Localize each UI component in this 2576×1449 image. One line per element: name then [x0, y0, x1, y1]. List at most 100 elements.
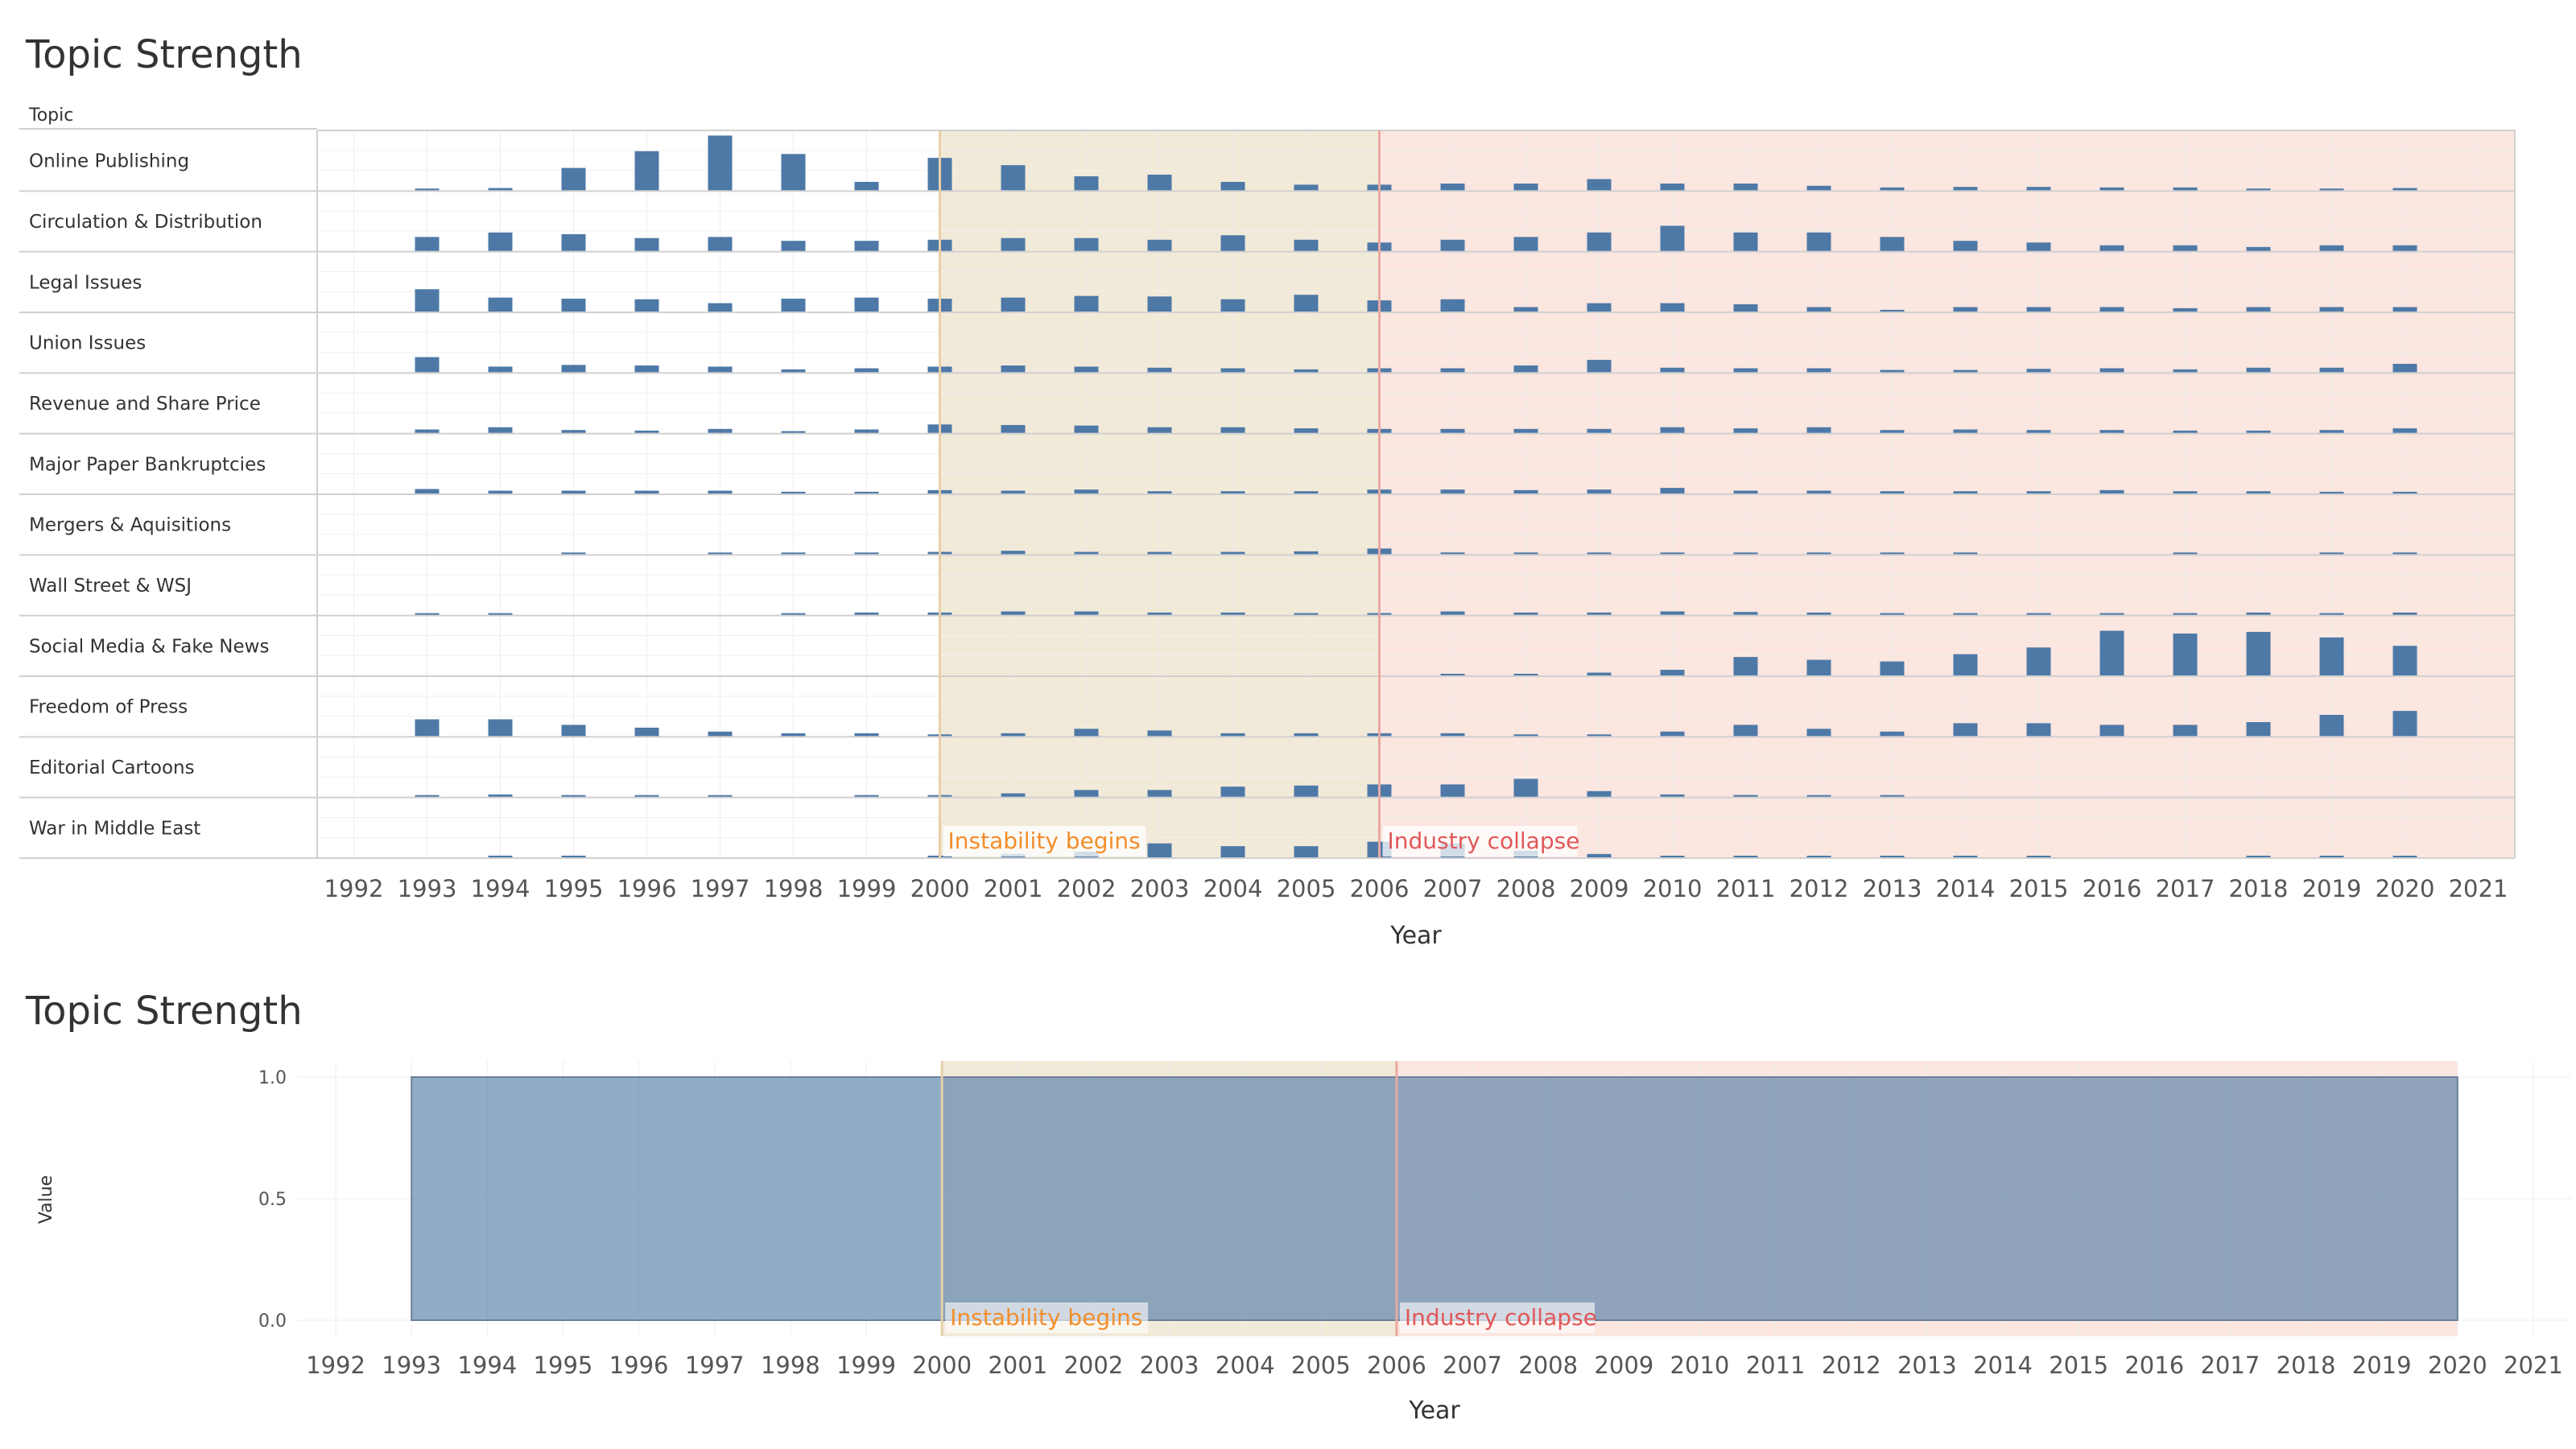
- top-chart-title: Topic Strength: [26, 32, 303, 77]
- bar: [2026, 613, 2051, 615]
- bar: [2319, 714, 2344, 737]
- bar: [1733, 428, 1758, 433]
- bar: [2392, 856, 2417, 857]
- x-tick-label: 1996: [609, 1352, 669, 1379]
- bar: [2026, 242, 2051, 251]
- bar: [561, 430, 586, 433]
- bar: [1440, 611, 1465, 615]
- bar: [1220, 181, 1245, 191]
- bar: [2099, 307, 2124, 312]
- bar: [1733, 184, 1758, 191]
- x-tick-label: 2014: [1936, 875, 1996, 902]
- bar: [1294, 551, 1319, 555]
- bar: [1587, 489, 1612, 493]
- bar: [1147, 612, 1172, 615]
- x-tick-label: 2021: [2449, 875, 2508, 902]
- bar: [1147, 174, 1172, 191]
- bar: [561, 490, 586, 493]
- bar: [1806, 307, 1831, 312]
- bar: [1147, 491, 1172, 493]
- bar: [1587, 179, 1612, 191]
- x-tick-label: 2006: [1367, 1352, 1426, 1379]
- bar: [1220, 235, 1245, 251]
- bar: [1074, 611, 1099, 615]
- bar: [1953, 429, 1978, 433]
- bar: [1147, 790, 1172, 797]
- bar: [1660, 552, 1685, 555]
- bar: [1733, 552, 1758, 555]
- bar: [415, 289, 440, 312]
- bar: [1513, 489, 1538, 493]
- topic-label: Revenue and Share Price: [29, 394, 261, 415]
- bar: [1880, 237, 1905, 251]
- bar: [1587, 791, 1612, 797]
- bar: [1880, 795, 1905, 797]
- x-tick-label: 2011: [1746, 1352, 1806, 1379]
- bar: [2246, 491, 2271, 493]
- bar: [1733, 490, 1758, 493]
- bar: [708, 731, 733, 737]
- bar: [781, 241, 806, 251]
- bar: [1806, 856, 1831, 857]
- bar: [854, 491, 879, 493]
- bar: [1001, 490, 1026, 493]
- bar: [2173, 187, 2198, 191]
- bar: [1220, 427, 1245, 433]
- x-tick-label: 2010: [1643, 875, 1703, 902]
- bar: [1733, 232, 1758, 251]
- bar: [2246, 631, 2271, 675]
- x-tick-label: 2007: [1443, 1352, 1502, 1379]
- bar: [1806, 612, 1831, 615]
- bar: [1733, 795, 1758, 797]
- bar: [781, 552, 806, 555]
- bar: [1147, 427, 1172, 433]
- bar: [1513, 552, 1538, 555]
- x-tick-label: 2017: [2200, 1352, 2260, 1379]
- bar: [561, 552, 586, 555]
- collapse-label: Industry collapse: [1388, 828, 1580, 854]
- bar: [1220, 786, 1245, 797]
- bar: [1953, 187, 1978, 191]
- bar: [1513, 237, 1538, 251]
- bar: [2319, 188, 2344, 191]
- bar: [2246, 307, 2271, 312]
- bar: [634, 490, 659, 493]
- bar: [488, 794, 513, 797]
- bar: [2392, 552, 2417, 555]
- bar: [1806, 795, 1831, 797]
- bar: [1806, 368, 1831, 373]
- bar: [1587, 552, 1612, 555]
- bar: [1660, 225, 1685, 251]
- x-tick-label: 1994: [457, 1352, 517, 1379]
- topic-label: Circulation & Distribution: [29, 212, 262, 233]
- bar: [1294, 239, 1319, 251]
- bar: [1001, 793, 1026, 797]
- instability-label: Instability begins: [950, 1304, 1142, 1331]
- bar: [1440, 552, 1465, 555]
- bar: [488, 232, 513, 251]
- bar: [2173, 634, 2198, 675]
- bar: [708, 795, 733, 797]
- bar: [1147, 843, 1172, 857]
- bar: [1440, 489, 1465, 493]
- bar: [1440, 239, 1465, 251]
- x-tick-label: 1995: [544, 875, 604, 902]
- bar: [2026, 723, 2051, 737]
- instability-label-bg: [945, 1302, 1149, 1333]
- x-tick-label: 1997: [685, 1352, 745, 1379]
- bar: [1660, 731, 1685, 737]
- bottom-chart-title: Topic Strength: [26, 989, 303, 1034]
- bar: [1660, 427, 1685, 433]
- bar: [634, 299, 659, 312]
- bar: [2319, 367, 2344, 373]
- x-tick-label: 2004: [1203, 875, 1263, 902]
- x-tick-label: 2001: [984, 875, 1043, 902]
- bar: [2319, 245, 2344, 251]
- bar: [2319, 552, 2344, 555]
- bar: [1294, 846, 1319, 857]
- bar: [2246, 430, 2271, 433]
- x-tick-label: 1996: [617, 875, 677, 902]
- bar: [2319, 637, 2344, 675]
- x-tick-label: 1995: [534, 1352, 593, 1379]
- bar: [1660, 184, 1685, 191]
